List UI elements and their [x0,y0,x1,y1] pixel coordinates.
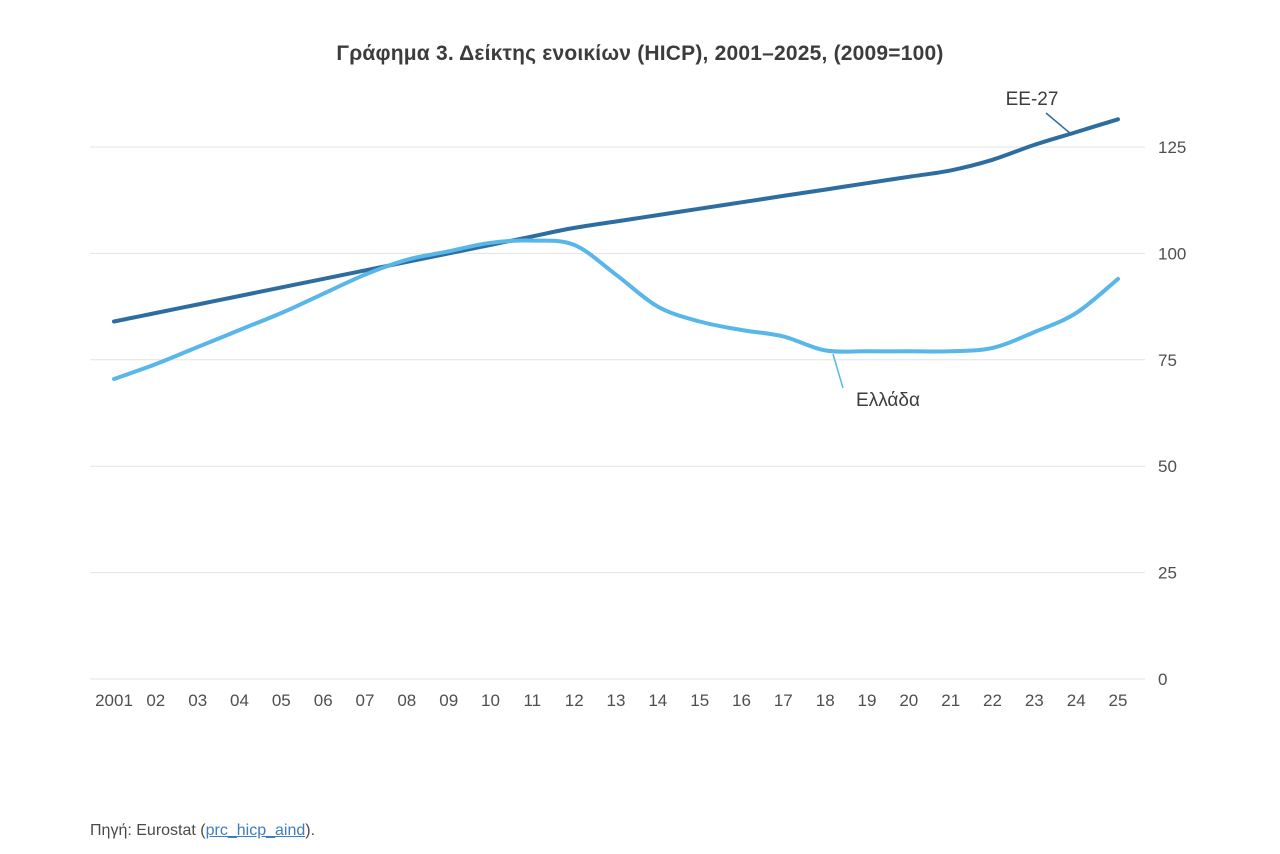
x-axis-tick-label: 24 [1067,691,1086,710]
x-axis-tick-label: 07 [356,691,375,710]
x-axis-tick-label: 02 [146,691,165,710]
x-axis-tick-label: 22 [983,691,1002,710]
x-axis-tick-label: 17 [774,691,793,710]
x-axis-tick-label: 10 [481,691,500,710]
x-axis-tick-label: 19 [858,691,877,710]
series-label-ee27: EE-27 [1006,89,1059,110]
x-axis-tick-label: 15 [690,691,709,710]
x-axis-tick-label: 23 [1025,691,1044,710]
x-axis-tick-label: 09 [439,691,458,710]
y-axis-tick-label: 25 [1158,564,1177,583]
x-axis-tick-label: 14 [648,691,667,710]
x-axis-tick-label: 11 [523,691,541,710]
chart-title: Γράφημα 3. Δείκτης ενοικίων (HICP), 2001… [336,42,944,65]
x-axis-tick-label: 06 [314,691,333,710]
series-label-greece: Ελλάδα [856,390,920,411]
x-axis-tick-label: 21 [941,691,960,710]
line-chart: 0 25 50 75 100 125 2001 02 03 04 05 06 07 08 09 10 11 12 1… [90,89,1186,710]
x-axis-tick-label: 16 [732,691,751,710]
y-axis-tick-label: 50 [1158,457,1177,476]
x-axis-tick-label: 03 [188,691,207,710]
y-axis-tick-label: 0 [1158,670,1167,689]
series-line-greece [112,238,1120,381]
source-suffix: ). [305,822,316,839]
y-axis-tick-label: 125 [1158,138,1186,157]
x-axis-tick-label: 05 [272,691,291,710]
annotation-leader-line-greece [832,353,844,389]
series-line-ee27 [112,117,1120,324]
source-prefix: Πηγή: Eurostat ( [90,822,206,839]
x-axis-tick-label: 13 [607,691,626,710]
x-axis-tick-label: 2001 [95,691,133,710]
source-link[interactable]: prc_hicp_aind [205,822,306,839]
y-axis-tick-label: 100 [1158,244,1186,263]
annotation-leader-line-ee27 [1045,112,1072,135]
x-axis-tick-label: 25 [1109,691,1128,710]
x-axis-tick-label: 20 [899,691,918,710]
y-axis-tick-label: 75 [1158,351,1177,370]
x-axis-tick-label: 12 [565,691,584,710]
x-axis-tick-label: 04 [230,691,249,710]
x-axis-tick-label: 18 [816,691,835,710]
x-axis-tick-label: 08 [397,691,416,710]
source-note: Πηγή: Eurostat (prc_hicp_aind). [90,822,315,840]
